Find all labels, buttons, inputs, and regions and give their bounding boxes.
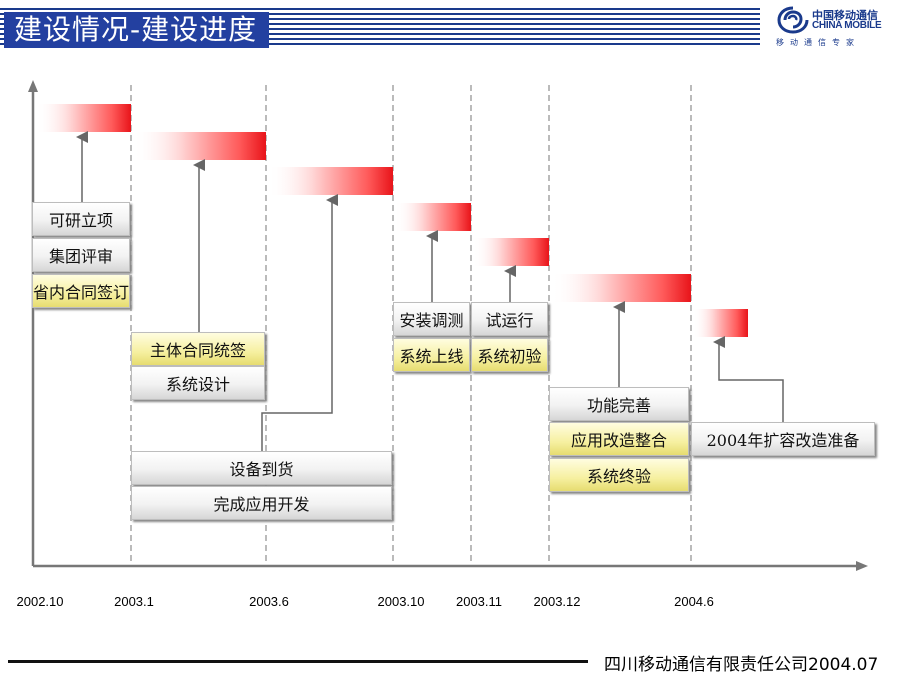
china-mobile-logo: 中国移动通信 CHINA MOBILE 移动通信专家 xyxy=(776,5,886,47)
x-axis-arrow-icon xyxy=(856,561,868,571)
phase-bar-7 xyxy=(693,309,748,337)
milestone-box: 试运行 xyxy=(471,302,548,336)
axes xyxy=(28,80,868,571)
milestone-box: 功能完善 xyxy=(549,387,689,421)
milestone-box: 完成应用开发 xyxy=(131,486,392,520)
logo-en-text: CHINA MOBILE xyxy=(812,20,882,31)
tick-label: 2002.10 xyxy=(16,594,64,609)
milestone-box: 可研立项 xyxy=(32,202,130,236)
milestone-box: 系统初验 xyxy=(471,338,548,372)
milestone-box: 省内合同签订 xyxy=(32,274,130,308)
tick-label: 2003.10 xyxy=(377,594,425,609)
phase-bar-5 xyxy=(473,238,549,266)
milestone-box: 系统终验 xyxy=(549,458,689,492)
connector-7 xyxy=(713,336,784,422)
milestone-box: 集团评审 xyxy=(32,238,130,272)
phase-bar-1 xyxy=(36,104,131,132)
milestone-box: 安装调测 xyxy=(393,302,470,336)
tick-label: 2003.6 xyxy=(249,594,289,609)
phase-bar-3 xyxy=(268,167,393,195)
title-bar: 建设情况-建设进度 xyxy=(0,8,760,48)
footer-company: 四川移动通信有限责任公司2004.07 xyxy=(604,655,879,675)
milestone-box: 设备到货 xyxy=(131,451,392,485)
logo-slogan: 移动通信专家 xyxy=(776,38,860,47)
connector-3 xyxy=(261,194,338,451)
milestone-box: 系统设计 xyxy=(131,366,265,400)
page-title: 建设情况-建设进度 xyxy=(4,12,270,48)
phase-bar-6 xyxy=(551,274,691,302)
china-mobile-logo-icon xyxy=(777,6,809,34)
phase-bars xyxy=(36,104,748,337)
footer-rule xyxy=(8,660,588,663)
tick-label: 2003.12 xyxy=(533,594,581,609)
schedule-diagram xyxy=(28,80,868,571)
vertical-guides xyxy=(130,85,692,565)
y-axis-arrow-icon xyxy=(28,80,38,92)
milestone-box: 2004年扩容改造准备 xyxy=(691,422,875,456)
tick-label: 2004.6 xyxy=(674,594,714,609)
connectors xyxy=(76,131,784,451)
logo-cn-text: 中国移动通信 xyxy=(812,10,878,22)
milestone-box: 主体合同统签 xyxy=(131,332,265,366)
phase-bar-2 xyxy=(133,132,266,160)
milestone-box: 应用改造整合 xyxy=(549,422,689,456)
tick-label: 2003.1 xyxy=(114,594,154,609)
milestone-box: 系统上线 xyxy=(393,338,470,372)
phase-bar-4 xyxy=(395,203,471,231)
tick-label: 2003.11 xyxy=(455,594,503,609)
